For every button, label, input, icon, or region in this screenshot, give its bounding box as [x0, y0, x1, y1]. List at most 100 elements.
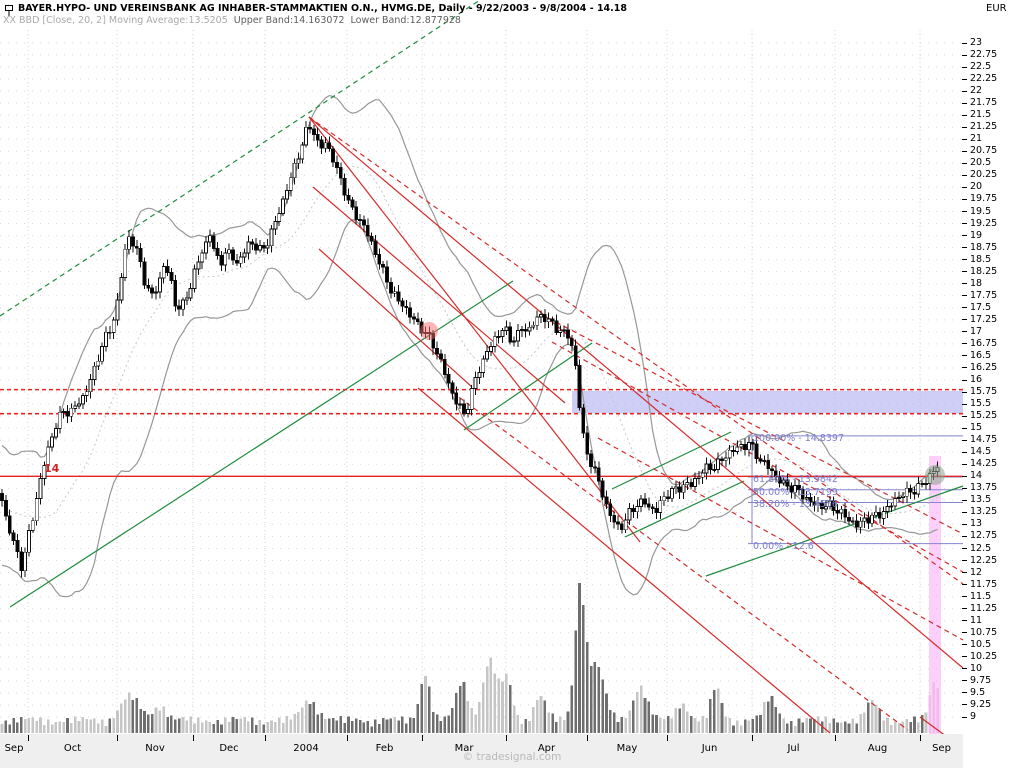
window-icon	[3, 2, 14, 17]
price-tick-label: 11.25	[962, 603, 997, 615]
price-tick-label: 22.5	[962, 61, 991, 73]
month-tick	[28, 735, 29, 741]
month-tick	[422, 735, 423, 741]
price-tick-label: 14.25	[962, 458, 997, 470]
price-tick-label: 13	[962, 518, 982, 530]
price-tick-label: 18.75	[962, 242, 997, 254]
price-tick-label: 21.75	[962, 97, 997, 109]
candlestick-series	[0, 120, 940, 578]
price-tick-label: 16	[962, 374, 982, 386]
price-tick-label: 19.75	[962, 193, 997, 205]
month-tick	[835, 735, 836, 741]
price-tick-label: 17.5	[962, 302, 991, 314]
month-tick	[265, 735, 266, 741]
time-axis-strip	[0, 734, 963, 768]
price-tick-label: 12.75	[962, 530, 997, 542]
month-label: May	[616, 743, 638, 754]
price-tick-label: 15.75	[962, 386, 997, 398]
price-tick-label: 12.25	[962, 555, 997, 567]
price-tick-label: 21.25	[962, 121, 997, 133]
month-tick	[117, 735, 118, 741]
month-label: Apr	[537, 743, 556, 754]
fib-level-label: 0.00% - 12.6	[753, 540, 814, 552]
month-label: Mar	[454, 743, 474, 754]
price-tick-label: 15.25	[962, 410, 997, 422]
month-label: Jul	[787, 743, 800, 754]
price-tick-label: 14	[962, 470, 982, 482]
price-tick-label: 22.75	[962, 49, 997, 61]
indicator-legend[interactable]: XX BBD [Close, 20, 2] Moving Average:13.…	[3, 15, 461, 26]
volume-series	[0, 583, 939, 733]
month-label: Oct	[63, 743, 82, 754]
chart-title: BAYER.HYPO- UND VEREINSBANK AG INHABER-S…	[18, 3, 627, 14]
highlight-zones	[572, 391, 963, 741]
price-tick-label: 20.5	[962, 157, 991, 169]
price-tick-label: 12.5	[962, 543, 991, 555]
chart-header: BAYER.HYPO- UND VEREINSBANK AG INHABER-S…	[3, 2, 627, 17]
fib-level-label: 100.00% - 14.8397	[753, 432, 845, 444]
indicator-name-label: XX BBD [Close, 20, 2] Moving Average:13.…	[3, 15, 228, 26]
month-label: Aug	[867, 743, 888, 754]
month-label: Feb	[375, 743, 394, 754]
price-tick-label: 16.75	[962, 338, 997, 350]
grid	[0, 30, 963, 733]
price-tick-label: 23	[962, 37, 982, 49]
price-tick-label: 15.5	[962, 398, 991, 410]
price-lines	[0, 388, 963, 477]
price-tick-label: 11.75	[962, 579, 997, 591]
price-tick-label: 18	[962, 278, 982, 290]
price-tick-label: 12	[962, 567, 982, 579]
price-tick-label: 20.25	[962, 169, 997, 181]
signal-markers	[420, 322, 945, 485]
currency-label: EUR	[986, 3, 1007, 14]
price-tick-label: 18.5	[962, 254, 991, 266]
month-tick	[193, 735, 194, 741]
price-tick-label: 10	[962, 663, 982, 675]
price-tick-label: 18.25	[962, 266, 997, 278]
price-tick-label: 9.25	[962, 699, 991, 711]
price-tick-label: 19.5	[962, 206, 991, 218]
price-tick-label: 21	[962, 133, 982, 145]
price-tick-label: 13.25	[962, 506, 997, 518]
fib-level-label: 50.00% - 13.7199	[753, 486, 838, 498]
price-tick-label: 20	[962, 181, 982, 193]
price-tick-label: 13.75	[962, 482, 997, 494]
price-tick-label: 15	[962, 422, 982, 434]
price-tick-label: 17	[962, 326, 982, 338]
price-tick-label: 9.75	[962, 675, 991, 687]
month-label: Sep	[932, 743, 951, 754]
month-tick	[506, 735, 507, 741]
month-tick	[587, 735, 588, 741]
price-tick-label: 19	[962, 230, 982, 242]
price-tick-label: 11.5	[962, 591, 991, 603]
indicator-lower-band-label: Lower Band:12.877928	[350, 15, 461, 26]
price-tick-label: 17.25	[962, 314, 997, 326]
price-tick-label: 11	[962, 615, 982, 627]
month-label: Sep	[4, 743, 24, 754]
month-label: 2004	[293, 743, 319, 754]
month-tick	[920, 735, 921, 741]
level-14-label: 14	[44, 462, 60, 475]
price-tick-label: 10.25	[962, 651, 997, 663]
price-tick-label: 21.5	[962, 109, 991, 121]
price-tick-label: 19.25	[962, 218, 997, 230]
fib-level-label: 61.80% - 13.9842	[753, 474, 838, 486]
price-tick-label: 14.75	[962, 434, 997, 446]
price-tick-label: 13.5	[962, 494, 991, 506]
month-label: Nov	[145, 743, 165, 754]
price-tick-label: 14.5	[962, 446, 991, 458]
fib-level-label: 38.20% - 13.4556	[753, 499, 838, 511]
month-label: Dec	[219, 743, 239, 754]
price-tick-label: 22.25	[962, 73, 997, 85]
indicator-upper-band-label: Upper Band:14.163072	[233, 15, 345, 26]
month-tick	[752, 735, 753, 741]
price-tick-label: 20.75	[962, 145, 997, 157]
price-tick-label: 17.75	[962, 290, 997, 302]
month-tick	[667, 735, 668, 741]
price-tick-label: 9	[962, 711, 976, 723]
month-tick	[347, 735, 348, 741]
price-tick-label: 10.75	[962, 627, 997, 639]
price-tick-label: 22	[962, 85, 982, 97]
